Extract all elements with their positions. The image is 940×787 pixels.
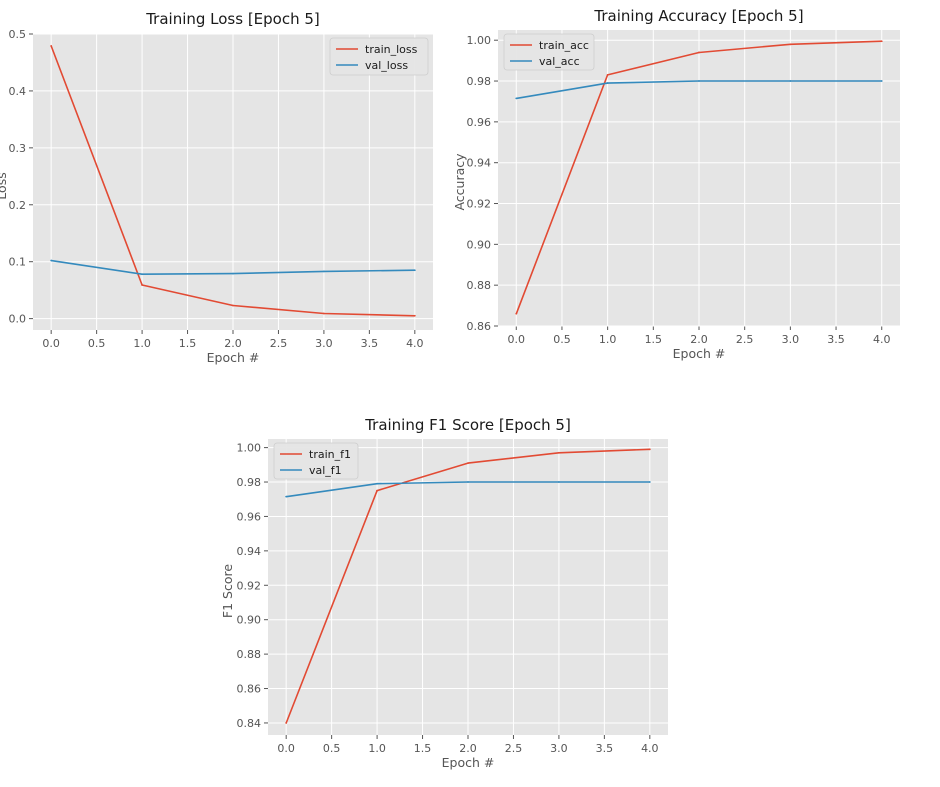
x-tick-label: 3.0 — [315, 337, 333, 350]
y-tick-label: 0.88 — [467, 279, 492, 292]
legend-label: train_f1 — [309, 448, 351, 461]
x-tick-label: 0.0 — [277, 742, 295, 755]
loss-chart: 0.0 0.5 1.0 1.5 2.0 2.5 3.0 3.5 4.0 0.0 0.1 0.2 0.3 0… — [0, 10, 433, 365]
x-tick-label: 4.0 — [406, 337, 424, 350]
legend-label: val_loss — [365, 59, 408, 72]
y-tick-label: 1.00 — [237, 442, 262, 455]
data-point-val_loss — [323, 270, 325, 273]
y-tick-label: 0.94 — [467, 157, 492, 170]
x-tick-label: 1.5 — [645, 333, 663, 346]
x-tick-label: 0.5 — [323, 742, 341, 755]
x-tick-label: 3.5 — [827, 333, 845, 346]
y-tick-label: 0.98 — [237, 476, 262, 489]
data-point-val_acc — [698, 80, 700, 82]
data-point-train_f1 — [648, 448, 651, 451]
data-point-train_loss — [232, 304, 234, 307]
data-point-val_loss — [141, 273, 143, 276]
chart-title: Training F1 Score [Epoch 5] — [364, 416, 571, 434]
data-point-train_acc — [789, 43, 792, 46]
data-point-val_acc — [789, 80, 792, 82]
y-tick-label: 0.3 — [9, 142, 27, 155]
x-tick-label: 1.5 — [179, 337, 197, 350]
x-tick-label: 0.0 — [42, 337, 60, 350]
y-tick-label: 0.86 — [467, 320, 492, 333]
legend-label: train_loss — [365, 43, 418, 56]
data-point-val_f1 — [285, 495, 288, 498]
chart-title: Training Accuracy [Epoch 5] — [593, 7, 803, 25]
data-point-train_acc — [515, 312, 518, 315]
x-tick-label: 1.0 — [599, 333, 617, 346]
x-tick-label: 4.0 — [873, 333, 891, 346]
x-tick-label: 2.5 — [505, 742, 523, 755]
x-axis-label: Epoch # — [673, 346, 726, 361]
y-tick-label: 0.96 — [467, 116, 492, 129]
legend-label: val_f1 — [309, 464, 342, 477]
legend-label: val_acc — [539, 55, 580, 68]
x-tick-label: 2.0 — [690, 333, 708, 346]
y-axis-label: Loss — [0, 172, 9, 199]
x-tick-label: 2.0 — [459, 742, 477, 755]
data-point-train_loss — [323, 312, 325, 315]
data-point-val_loss — [50, 259, 53, 262]
x-tick-label: 1.5 — [414, 742, 432, 755]
data-point-val_f1 — [648, 481, 651, 483]
f1-chart: 0.0 0.5 1.0 1.5 2.0 2.5 3.0 3.5 4.0 0.84 0.86 0.88 0… — [220, 416, 668, 770]
x-tick-label: 1.0 — [133, 337, 151, 350]
data-point-val_acc — [606, 82, 609, 84]
data-point-train_loss — [413, 314, 416, 317]
y-tick-label: 0.0 — [9, 313, 27, 326]
data-point-val_loss — [413, 269, 416, 272]
y-tick-label: 0.5 — [9, 28, 27, 41]
data-point-train_f1 — [558, 451, 560, 454]
x-tick-label: 3.0 — [782, 333, 800, 346]
data-point-val_acc — [515, 97, 518, 100]
data-point-train_loss — [50, 45, 53, 47]
x-tick-label: 4.0 — [641, 742, 659, 755]
x-tick-label: 0.0 — [508, 333, 525, 346]
x-tick-label: 3.5 — [361, 337, 379, 350]
data-point-val_f1 — [558, 481, 560, 483]
data-point-val_acc — [880, 80, 883, 82]
legend-label: train_acc — [539, 39, 589, 52]
data-point-train_f1 — [285, 722, 288, 724]
x-axis-label: Epoch # — [442, 755, 495, 770]
x-tick-label: 3.0 — [550, 742, 568, 755]
y-tick-label: 0.90 — [467, 238, 492, 251]
data-point-train_acc — [698, 51, 700, 54]
y-tick-label: 0.88 — [237, 648, 262, 661]
y-tick-label: 0.2 — [9, 199, 27, 212]
y-tick-label: 1.00 — [467, 34, 492, 47]
y-axis-label: F1 Score — [220, 564, 235, 618]
data-point-val_loss — [232, 272, 234, 275]
x-tick-label: 2.0 — [224, 337, 242, 350]
y-tick-label: 0.92 — [467, 198, 492, 211]
y-tick-label: 0.4 — [9, 85, 27, 98]
data-point-train_f1 — [376, 489, 378, 492]
x-axis-label: Epoch # — [207, 350, 260, 365]
x-tick-label: 0.5 — [88, 337, 106, 350]
data-point-val_f1 — [467, 481, 469, 483]
data-point-train_f1 — [467, 462, 469, 464]
x-tick-label: 0.5 — [553, 333, 571, 346]
chart-title: Training Loss [Epoch 5] — [145, 10, 320, 28]
y-tick-label: 0.98 — [467, 75, 492, 88]
y-tick-label: 0.84 — [237, 717, 262, 730]
x-tick-label: 2.5 — [270, 337, 288, 350]
y-axis-label: Accuracy — [452, 153, 467, 211]
y-tick-label: 0.92 — [237, 579, 262, 592]
y-tick-label: 0.86 — [237, 683, 262, 696]
accuracy-chart: 0.0 0.5 1.0 1.5 2.0 2.5 3.0 3.5 4.0 0.86 0.88 0.90 0… — [452, 7, 900, 361]
x-tick-label: 2.5 — [736, 333, 754, 346]
y-tick-label: 0.96 — [237, 510, 262, 523]
y-tick-label: 0.90 — [237, 614, 262, 627]
x-tick-label: 1.0 — [368, 742, 386, 755]
y-tick-label: 0.94 — [237, 545, 262, 558]
data-point-train_loss — [141, 284, 143, 286]
data-point-train_acc — [880, 40, 883, 43]
y-tick-label: 0.1 — [9, 256, 27, 269]
x-tick-label: 3.5 — [596, 742, 614, 755]
data-point-train_acc — [606, 74, 609, 76]
data-point-val_f1 — [376, 482, 378, 485]
